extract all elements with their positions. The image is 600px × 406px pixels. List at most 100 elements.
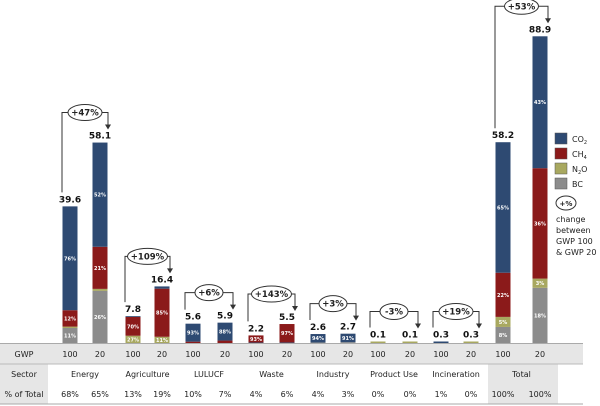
gwp-label: 100 xyxy=(125,350,140,359)
bar-segment-n2o xyxy=(370,341,386,343)
share-header: % of Total xyxy=(4,390,43,399)
bar-segment-bc xyxy=(495,326,511,343)
segment-label: 91% xyxy=(342,336,354,342)
sector-label: Incineration xyxy=(432,370,480,379)
sector-label: LULUCF xyxy=(194,370,224,379)
legend-note-line: between xyxy=(556,226,591,235)
change-oval xyxy=(251,285,292,303)
bar-segment-n2o xyxy=(532,278,548,288)
bar-segment-bc xyxy=(532,287,548,343)
change-label: +47% xyxy=(71,109,99,119)
sector-label: Waste xyxy=(259,370,284,379)
bar-segment-co2 xyxy=(433,341,449,343)
share-label: 3% xyxy=(342,390,355,399)
arrow-head-icon xyxy=(353,315,359,321)
share-label: 10% xyxy=(184,390,202,399)
bar-segment-ch4 xyxy=(154,288,170,337)
bar-total-label: 16.4 xyxy=(151,275,173,285)
bar-total-label: 5.6 xyxy=(185,313,201,323)
bar-total-label: 2.7 xyxy=(340,323,356,333)
segment-label: 21% xyxy=(94,266,106,272)
arrow-head-icon xyxy=(105,124,111,130)
share-label: 68% xyxy=(61,390,79,399)
legend-note-line: GWP 100 xyxy=(556,237,593,246)
segment-label: 12% xyxy=(64,316,76,322)
change-oval xyxy=(318,295,348,313)
bar-segment-ch4 xyxy=(62,310,78,327)
gwp-row-background xyxy=(0,344,583,364)
legend-swatch-co2 xyxy=(554,132,568,145)
share-label: 4% xyxy=(250,390,263,399)
bar-segment-co2 xyxy=(125,316,141,317)
segment-label: 43% xyxy=(534,100,546,106)
sector-label: Total xyxy=(511,370,531,379)
arrow-head-icon xyxy=(292,306,298,312)
bar-segment-bc xyxy=(62,327,78,343)
bar-total-label: 2.6 xyxy=(310,323,326,333)
share-label: 100% xyxy=(529,390,552,399)
segment-label: 76% xyxy=(64,256,76,262)
bar-segment-co2 xyxy=(532,36,548,169)
segment-label: 70% xyxy=(127,324,139,330)
gwp-header: GWP xyxy=(15,350,34,359)
change-oval xyxy=(504,0,539,15)
total-column-background xyxy=(488,364,558,404)
sector-header: Sector xyxy=(11,370,37,379)
bar-segment-co2 xyxy=(62,206,78,311)
legend-change-oval-label: +% xyxy=(560,200,573,208)
gwp-label: 20 xyxy=(220,350,230,359)
bar-total-label: 7.8 xyxy=(125,305,141,315)
gwp-label: 20 xyxy=(466,350,476,359)
share-label: 7% xyxy=(219,390,232,399)
change-oval xyxy=(379,303,409,320)
bar-segment-ch4 xyxy=(495,272,511,317)
legend-label: BC xyxy=(572,180,583,189)
bar-segment-bc xyxy=(310,342,326,343)
share-label: 0% xyxy=(372,390,385,399)
share-label: 6% xyxy=(281,390,294,399)
legend-note-line: & GWP 20 xyxy=(556,248,596,257)
bar-segment-n2o xyxy=(62,326,78,328)
segment-label: 52% xyxy=(94,193,106,199)
bar-segment-n2o xyxy=(92,288,108,291)
bar-segment-ch4 xyxy=(92,246,108,289)
sector-label: Energy xyxy=(71,370,99,379)
bar-segment-n2o xyxy=(154,336,170,343)
segment-label: 27% xyxy=(127,337,139,343)
bar-segment-ch4 xyxy=(532,168,548,279)
bar-segment-co2 xyxy=(217,322,233,341)
bar-segment-bc xyxy=(92,290,108,343)
arrow-head-icon xyxy=(545,18,551,24)
segment-label: 11% xyxy=(156,338,168,344)
share-label: 1% xyxy=(435,390,448,399)
bar-segment-co2 xyxy=(310,334,326,343)
bar-segment-co2 xyxy=(248,342,264,343)
change-oval xyxy=(67,104,103,122)
bar-segment-bc xyxy=(340,342,356,343)
segment-label: 5% xyxy=(499,320,508,326)
change-label: +143% xyxy=(255,290,289,300)
bar-total-label: 0.1 xyxy=(402,331,418,341)
gwp-label: 20 xyxy=(282,350,292,359)
gwp-label: 100 xyxy=(433,350,448,359)
bar-segment-ch4 xyxy=(185,341,201,343)
share-label: 19% xyxy=(153,390,171,399)
arrow-head-icon xyxy=(230,304,236,310)
arrow-head-icon xyxy=(167,268,173,274)
segment-label: 22% xyxy=(497,293,509,299)
share-label: 13% xyxy=(124,390,142,399)
bar-segment-ch4 xyxy=(279,324,295,343)
segment-label: 11% xyxy=(64,333,76,339)
segment-label: 65% xyxy=(497,205,509,211)
segment-label: 26% xyxy=(94,315,106,321)
change-label: +6% xyxy=(198,289,220,299)
gwp-label: 20 xyxy=(535,350,545,359)
bar-total-label: 0.3 xyxy=(433,331,449,341)
bar-segment-co2 xyxy=(92,142,108,247)
gwp-label: 100 xyxy=(185,350,200,359)
gwp-label: 100 xyxy=(495,350,510,359)
gwp-label: 20 xyxy=(343,350,353,359)
bar-segment-ch4 xyxy=(217,340,233,343)
